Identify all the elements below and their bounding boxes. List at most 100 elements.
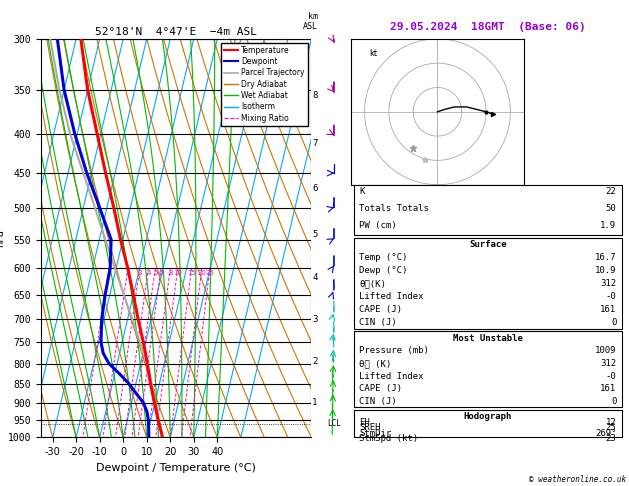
Text: Lifted Index: Lifted Index xyxy=(359,372,424,381)
Text: CAPE (J): CAPE (J) xyxy=(357,423,401,433)
Text: LCL: LCL xyxy=(327,419,341,428)
Text: 4: 4 xyxy=(146,270,150,276)
Text: 50: 50 xyxy=(606,204,616,213)
Text: 4: 4 xyxy=(312,273,318,281)
Text: 29.05.2024  18GMT  (Base: 06): 29.05.2024 18GMT (Base: 06) xyxy=(389,22,586,32)
Text: PW (cm): PW (cm) xyxy=(357,240,395,249)
FancyBboxPatch shape xyxy=(353,185,622,235)
Text: © weatheronline.co.uk: © weatheronline.co.uk xyxy=(529,474,626,484)
Text: PW (cm): PW (cm) xyxy=(359,221,397,230)
FancyBboxPatch shape xyxy=(353,238,622,329)
Text: Pressure (mb): Pressure (mb) xyxy=(357,379,427,388)
Text: 15: 15 xyxy=(187,270,196,276)
Text: θᴄ (K): θᴄ (K) xyxy=(359,359,391,368)
Text: 161: 161 xyxy=(601,334,618,343)
Text: CAPE (J): CAPE (J) xyxy=(359,305,402,314)
Text: CIN (J): CIN (J) xyxy=(357,348,395,357)
Text: 20: 20 xyxy=(198,270,206,276)
Text: 8: 8 xyxy=(312,91,318,100)
Text: 23: 23 xyxy=(606,434,616,443)
FancyBboxPatch shape xyxy=(353,331,622,407)
Text: 1009: 1009 xyxy=(596,379,618,388)
Text: θᴄ(K): θᴄ(K) xyxy=(357,306,384,315)
Text: 0: 0 xyxy=(612,438,618,448)
Text: Temp (°C): Temp (°C) xyxy=(357,278,406,287)
Text: Dewp (°C): Dewp (°C) xyxy=(357,292,406,301)
Text: 10.9: 10.9 xyxy=(596,292,618,301)
Text: Surface: Surface xyxy=(469,240,506,249)
Text: CIN (J): CIN (J) xyxy=(359,397,397,406)
Text: 161: 161 xyxy=(601,423,618,433)
Text: 3: 3 xyxy=(312,315,318,324)
Text: 25: 25 xyxy=(606,423,616,432)
Text: EH: EH xyxy=(359,417,370,427)
Text: Pressure (mb): Pressure (mb) xyxy=(359,347,429,355)
Text: 2: 2 xyxy=(312,357,318,366)
Text: 25: 25 xyxy=(206,270,214,276)
Text: CIN (J): CIN (J) xyxy=(359,318,397,327)
Text: -0: -0 xyxy=(606,292,616,301)
Title: 52°18'N  4°47'E  −4m ASL: 52°18'N 4°47'E −4m ASL xyxy=(95,27,257,37)
Text: 50: 50 xyxy=(607,218,618,227)
Text: 7: 7 xyxy=(312,139,318,148)
Text: 2: 2 xyxy=(126,270,130,276)
Y-axis label: hPa: hPa xyxy=(0,229,5,247)
Text: 1.9: 1.9 xyxy=(601,240,618,249)
Text: StmDir: StmDir xyxy=(359,429,391,438)
FancyBboxPatch shape xyxy=(352,264,623,362)
Text: Dewp (°C): Dewp (°C) xyxy=(359,266,408,275)
Text: 312: 312 xyxy=(601,394,618,402)
Text: CIN (J): CIN (J) xyxy=(357,438,395,448)
Text: 12: 12 xyxy=(606,417,616,427)
Text: 312: 312 xyxy=(600,359,616,368)
Text: km
ASL: km ASL xyxy=(303,12,318,31)
Text: K: K xyxy=(359,187,365,196)
Text: 161: 161 xyxy=(600,384,616,393)
Text: 312: 312 xyxy=(600,279,616,288)
Text: -0: -0 xyxy=(606,372,616,381)
Text: CAPE (J): CAPE (J) xyxy=(357,334,401,343)
Text: 16.7: 16.7 xyxy=(596,278,618,287)
Text: Hodograph: Hodograph xyxy=(464,412,512,421)
FancyBboxPatch shape xyxy=(353,410,622,437)
Text: Most Unstable: Most Unstable xyxy=(452,364,523,373)
Text: Totals Totals: Totals Totals xyxy=(357,218,427,227)
Text: θᴄ (K): θᴄ (K) xyxy=(357,394,389,402)
Text: 5: 5 xyxy=(312,229,318,239)
Text: 161: 161 xyxy=(600,305,616,314)
FancyBboxPatch shape xyxy=(352,196,623,262)
Text: 269°: 269° xyxy=(595,429,616,438)
Text: 6: 6 xyxy=(159,270,164,276)
Text: 6: 6 xyxy=(312,184,318,193)
Text: 0: 0 xyxy=(611,397,616,406)
Text: Lifted Index: Lifted Index xyxy=(359,292,424,301)
Text: 5: 5 xyxy=(153,270,157,276)
Text: 0: 0 xyxy=(612,348,618,357)
Text: CAPE (J): CAPE (J) xyxy=(359,384,402,393)
Text: 16.7: 16.7 xyxy=(595,253,616,262)
Text: Totals Totals: Totals Totals xyxy=(359,204,429,213)
Text: -0: -0 xyxy=(607,320,618,329)
Text: Surface: Surface xyxy=(469,264,506,273)
Text: 1.9: 1.9 xyxy=(600,221,616,230)
FancyBboxPatch shape xyxy=(352,364,623,453)
Text: Lifted Index: Lifted Index xyxy=(357,409,422,417)
Text: StmSpd (kt): StmSpd (kt) xyxy=(359,434,418,443)
Text: Lifted Index: Lifted Index xyxy=(357,320,422,329)
Text: 1: 1 xyxy=(107,270,111,276)
Text: 3: 3 xyxy=(138,270,142,276)
Text: 22: 22 xyxy=(606,187,616,196)
Text: -0: -0 xyxy=(607,409,618,417)
Text: 312: 312 xyxy=(601,306,618,315)
Text: 8: 8 xyxy=(168,270,172,276)
Text: 1009: 1009 xyxy=(595,347,616,355)
Legend: Temperature, Dewpoint, Parcel Trajectory, Dry Adiabat, Wet Adiabat, Isotherm, Mi: Temperature, Dewpoint, Parcel Trajectory… xyxy=(221,43,308,125)
Text: kt: kt xyxy=(369,49,377,58)
Text: SREH: SREH xyxy=(359,423,381,432)
Text: θᴄ(K): θᴄ(K) xyxy=(359,279,386,288)
Text: Most Unstable: Most Unstable xyxy=(453,334,523,343)
X-axis label: Dewpoint / Temperature (°C): Dewpoint / Temperature (°C) xyxy=(96,463,256,473)
Text: Temp (°C): Temp (°C) xyxy=(359,253,408,262)
Text: 10.9: 10.9 xyxy=(595,266,616,275)
Text: 22: 22 xyxy=(607,196,618,205)
